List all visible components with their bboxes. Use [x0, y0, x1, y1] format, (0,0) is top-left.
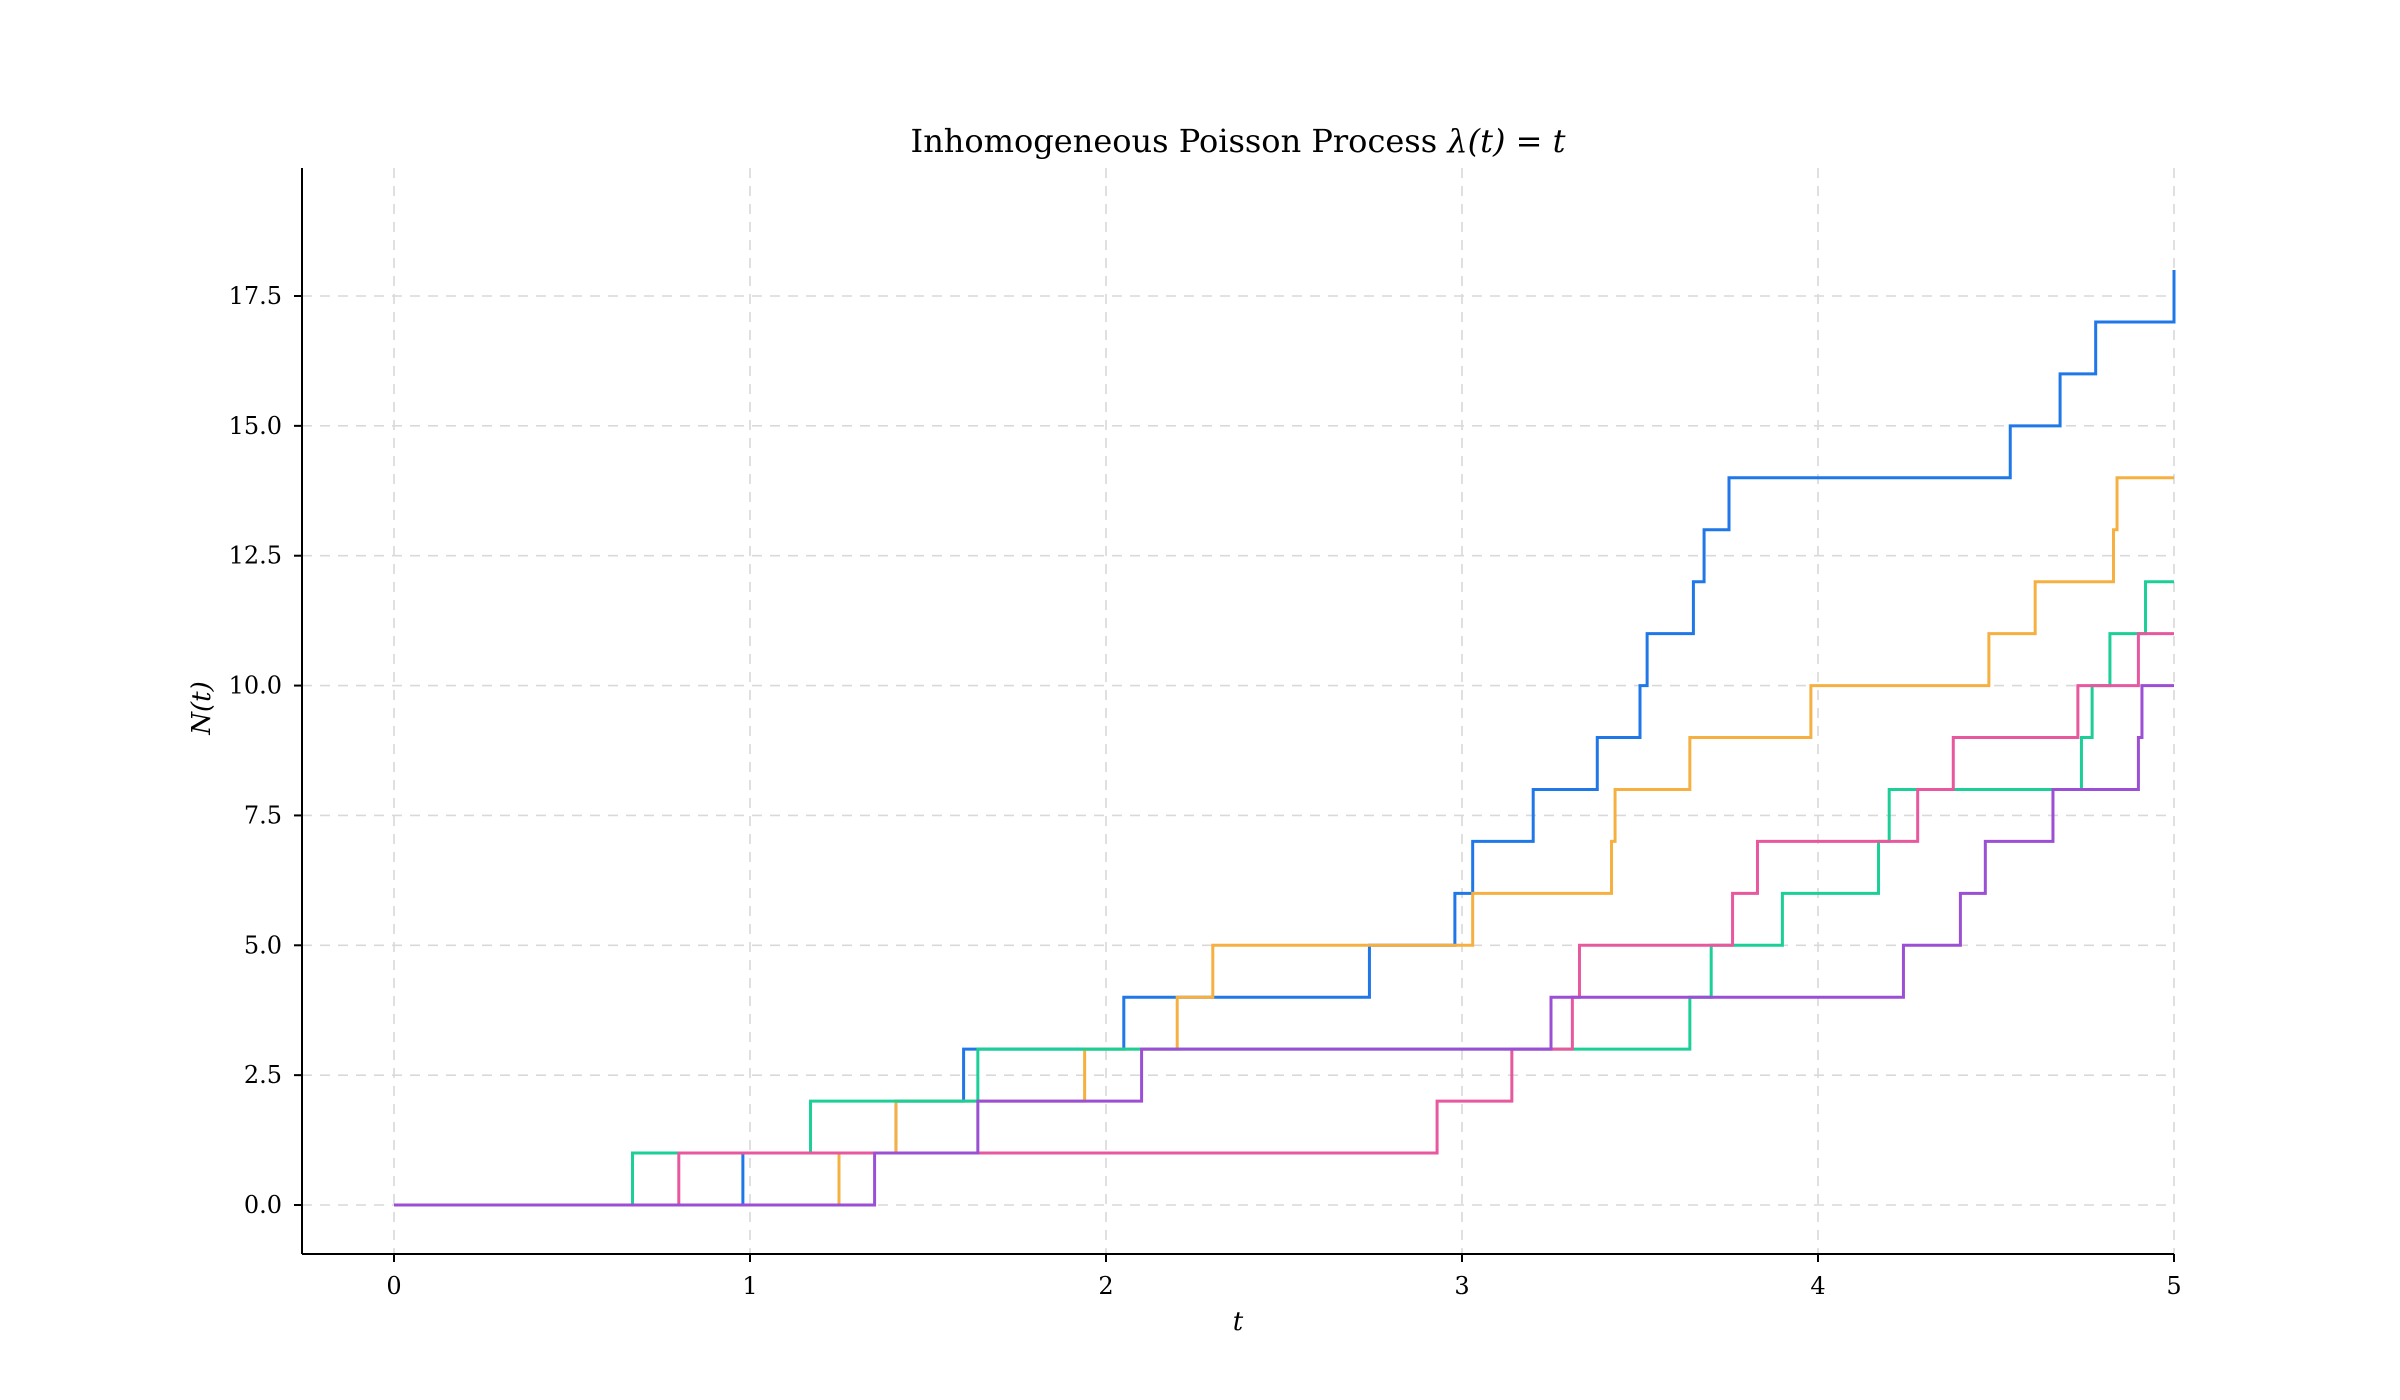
series-line-1 — [394, 270, 2176, 1207]
chart-title-math: λ(t) = t — [1445, 122, 1565, 160]
y-tick-label: 5.0 — [244, 931, 282, 959]
x-axis-label: t — [1233, 1307, 1244, 1337]
y-tick-label: 0.0 — [244, 1191, 282, 1219]
x-tick-label: 0 — [386, 1272, 401, 1300]
axes-layer — [301, 168, 2174, 1255]
x-tick-label: 5 — [2166, 1272, 2181, 1300]
y-tick-label: 10.0 — [229, 672, 282, 700]
x-tick-label: 1 — [742, 1272, 757, 1300]
y-tick-label: 7.5 — [244, 801, 282, 829]
series-line-4 — [394, 632, 2174, 1207]
x-tick-label: 4 — [1810, 1272, 1825, 1300]
chart-title: Inhomogeneous Poisson Process λ(t) = t — [911, 122, 1566, 160]
y-axis-label: N(t) — [187, 681, 217, 736]
ticks-layer: 0 1 2 3 4 5 0.0 2.5 5.0 7.5 10.0 12.5 15.0 17.5 — [229, 282, 2182, 1300]
series-layer — [394, 270, 2176, 1207]
grid-layer — [302, 168, 2175, 1254]
series-line-3 — [394, 580, 2174, 1207]
x-tick-label: 2 — [1098, 1272, 1113, 1300]
x-tick-label: 3 — [1454, 1272, 1469, 1300]
y-tick-label: 15.0 — [229, 412, 282, 440]
y-tick-label: 12.5 — [229, 542, 282, 570]
chart-title-text: Inhomogeneous Poisson Process — [911, 122, 1448, 160]
y-tick-label: 2.5 — [244, 1061, 282, 1089]
y-tick-label: 17.5 — [229, 282, 282, 310]
series-line-5 — [394, 684, 2174, 1207]
